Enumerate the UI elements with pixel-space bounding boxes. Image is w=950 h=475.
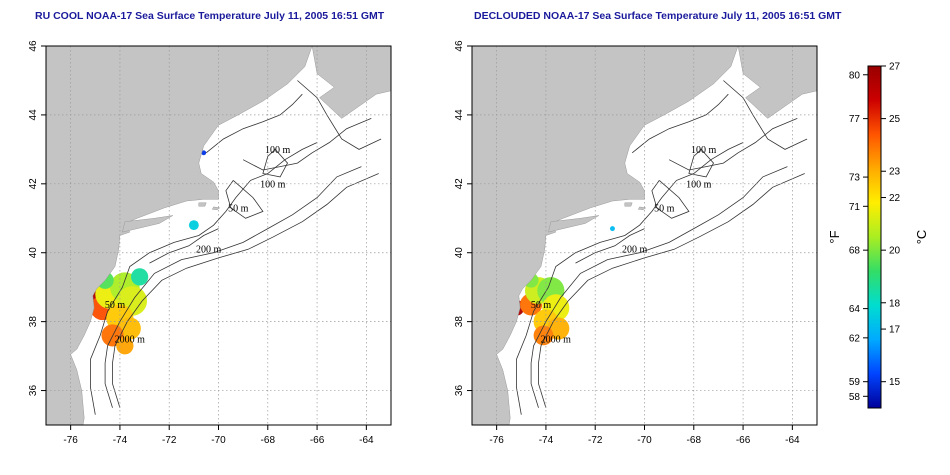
bathymetry-contour — [112, 173, 379, 408]
contour-label: 50 m — [531, 300, 552, 311]
y-tick-label: 44 — [28, 109, 39, 121]
sst-patch — [610, 226, 615, 232]
contour-label: 2000 m — [541, 334, 572, 345]
fahrenheit-unit-label: °F — [827, 230, 842, 243]
celsius-tick-label: 20 — [889, 246, 901, 257]
contour-label: 2000 m — [115, 334, 146, 345]
celsius-tick-label: 25 — [889, 114, 901, 125]
y-tick-label: 40 — [454, 247, 465, 259]
celsius-tick-label: 17 — [889, 325, 901, 336]
land-mass — [122, 215, 174, 233]
right-map-title: DECLOUDED NOAA-17 Sea Surface Temperatur… — [474, 10, 842, 22]
x-tick-label: -72 — [588, 435, 603, 446]
contour-label: 100 m — [260, 179, 286, 190]
celsius-unit-label: °C — [914, 230, 929, 245]
y-tick-label: 46 — [454, 40, 465, 52]
fahrenheit-tick-label: 68 — [849, 246, 861, 257]
bathymetry-contour — [631, 93, 729, 154]
y-tick-label: 44 — [454, 109, 465, 121]
bathymetry-contour — [104, 166, 362, 408]
x-tick-label: -70 — [637, 435, 652, 446]
left-map-title: RU COOL NOAA-17 Sea Surface Temperature … — [35, 10, 385, 22]
y-tick-label: 38 — [28, 316, 39, 328]
contour-label: 50 m — [228, 203, 249, 214]
contour-label: 100 m — [686, 179, 712, 190]
bathymetry-contour — [530, 166, 788, 408]
x-tick-label: -68 — [261, 435, 276, 446]
x-tick-label: -76 — [489, 435, 504, 446]
land-mass — [624, 202, 633, 207]
contour-label: 200 m — [196, 245, 222, 256]
fahrenheit-tick-label: 71 — [849, 202, 861, 213]
y-tick-label: 36 — [454, 385, 465, 397]
bathymetry-contour — [538, 173, 805, 408]
y-tick-label: 38 — [454, 316, 465, 328]
x-tick-label: -64 — [785, 435, 800, 446]
x-tick-label: -74 — [113, 435, 128, 446]
y-tick-label: 46 — [28, 40, 39, 52]
y-tick-label: 36 — [28, 385, 39, 397]
bathymetry-contour — [651, 180, 690, 219]
bathymetry-contour — [723, 80, 808, 150]
land-mass — [311, 46, 391, 119]
contour-label: 50 m — [105, 300, 126, 311]
bathymetry-contour — [262, 149, 288, 178]
fahrenheit-tick-label: 64 — [849, 304, 861, 315]
bathymetry-contour — [225, 180, 264, 219]
fahrenheit-tick-label: 77 — [849, 114, 861, 125]
y-tick-label: 40 — [28, 247, 39, 259]
celsius-tick-label: 27 — [889, 62, 901, 73]
land-mass — [737, 46, 817, 119]
celsius-tick-label: 18 — [889, 298, 901, 309]
sst-patch — [116, 337, 134, 355]
bathymetry-contour — [668, 118, 798, 171]
fahrenheit-tick-label: 80 — [849, 70, 861, 81]
bathymetry-contour — [297, 80, 382, 150]
fahrenheit-tick-label: 62 — [849, 333, 861, 344]
sst-patch — [131, 268, 149, 286]
bathymetry-contour — [688, 149, 714, 178]
x-tick-label: -70 — [211, 435, 226, 446]
contour-label: 100 m — [691, 145, 717, 156]
contour-label: 100 m — [265, 145, 291, 156]
sst-patch — [188, 220, 199, 231]
colorbar: 27 25 23 22 20 18 17 15 80 77 73 71 68 64 62 59 58 °F °C — [827, 62, 929, 409]
x-tick-label: -72 — [162, 435, 177, 446]
sst-map-raw: 100 m 100 m 50 m 200 m 50 m 2000 m -76 -74 -72 -7… — [28, 40, 392, 446]
celsius-tick-label: 15 — [889, 377, 901, 388]
fahrenheit-tick-label: 58 — [849, 392, 861, 403]
celsius-tick-label: 23 — [889, 167, 901, 178]
sst-patch — [201, 150, 207, 156]
bathymetry-contour — [516, 142, 744, 415]
x-tick-label: -64 — [359, 435, 374, 446]
land-mass — [198, 202, 207, 207]
fahrenheit-tick-label: 73 — [849, 173, 861, 184]
contour-label: 50 m — [654, 203, 675, 214]
bathymetry-contour — [575, 228, 645, 264]
x-tick-label: -66 — [736, 435, 751, 446]
bathymetry-contour — [149, 228, 219, 264]
y-tick-label: 42 — [454, 178, 465, 190]
x-tick-label: -68 — [687, 435, 702, 446]
celsius-tick-label: 22 — [889, 193, 901, 204]
fahrenheit-tick-label: 59 — [849, 377, 861, 388]
y-tick-label: 42 — [28, 178, 39, 190]
contour-label: 200 m — [622, 245, 648, 256]
land-mass — [548, 215, 600, 233]
sst-map-declouded: 100 m 100 m 50 m 200 m 50 m 2000 m -76 -74 -72 -7… — [454, 40, 818, 446]
x-tick-label: -76 — [63, 435, 78, 446]
bathymetry-contour — [205, 93, 303, 154]
bathymetry-contour — [242, 118, 372, 171]
x-tick-label: -74 — [539, 435, 554, 446]
colorbar-scale — [867, 65, 882, 409]
sst-patch — [118, 317, 141, 340]
x-tick-label: -66 — [310, 435, 325, 446]
land-mass — [211, 206, 221, 210]
bathymetry-contour — [90, 142, 318, 415]
land-mass — [637, 206, 647, 210]
